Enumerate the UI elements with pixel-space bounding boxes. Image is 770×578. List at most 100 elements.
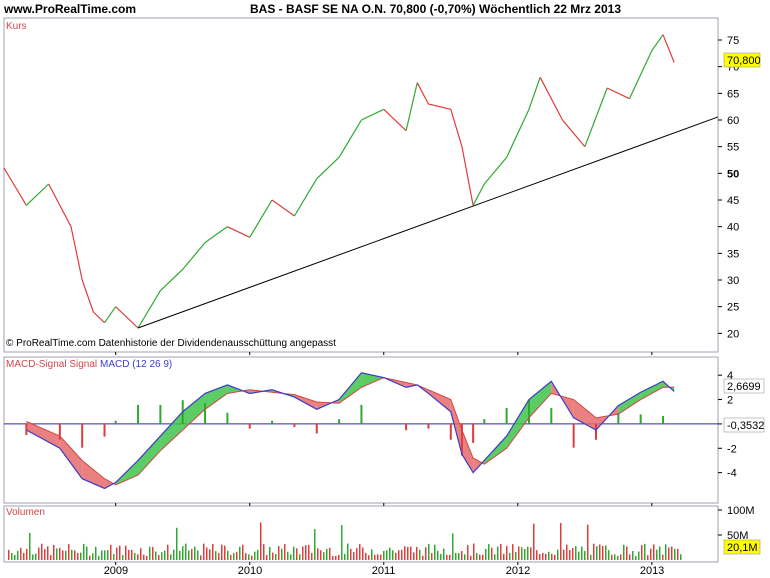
volume-bar — [113, 554, 115, 560]
volume-bar — [194, 546, 196, 560]
volume-bar — [659, 546, 661, 560]
ticker-line: BAS - BASF SE NA O.N. 70,800 (-0,70%) Wö… — [250, 2, 621, 16]
volume-bar — [362, 547, 364, 560]
price-segment — [651, 34, 664, 52]
price-tick-label: 40 — [727, 222, 739, 234]
price-segment — [662, 34, 675, 63]
volume-bar — [509, 552, 511, 560]
volume-bar — [347, 543, 349, 560]
volume-bar — [491, 547, 493, 560]
x-axis-year-label: 2013 — [640, 565, 664, 577]
volume-bar — [317, 548, 319, 560]
price-footer: © ProRealTime.com Datenhistorie der Divi… — [6, 338, 336, 349]
volume-bar — [569, 549, 571, 560]
volume-bar — [311, 552, 313, 560]
volume-bar — [173, 549, 175, 560]
volume-bar — [443, 548, 445, 560]
volume-bar — [452, 533, 454, 560]
volume-bar — [140, 548, 142, 560]
volume-bar — [44, 549, 46, 560]
price-segment — [383, 108, 407, 132]
volume-bar — [143, 554, 145, 560]
volume-bar — [332, 555, 334, 560]
macd-histogram-bar — [338, 419, 341, 424]
volume-tick-label: 50M — [727, 530, 748, 542]
volume-bar — [323, 552, 325, 560]
volume-bar — [398, 550, 400, 560]
price-segment — [25, 183, 50, 206]
volume-bar — [122, 554, 124, 560]
volume-bar — [530, 547, 532, 560]
macd-band — [104, 478, 116, 489]
macd-signal-label: MACD-Signal Signal — [6, 359, 97, 370]
price-segment — [628, 50, 653, 99]
volume-bar — [200, 555, 202, 560]
price-tick-label: 35 — [727, 248, 739, 260]
macd-band — [618, 392, 641, 415]
volume-bar — [74, 550, 76, 560]
volume-bar — [77, 553, 79, 560]
price-series — [3, 34, 719, 329]
volume-bar — [179, 550, 181, 560]
volume-bar — [83, 543, 85, 560]
volume-bar — [641, 545, 643, 560]
volume-bar — [14, 555, 16, 560]
volume-value-box — [723, 539, 761, 555]
volume-bar — [155, 551, 157, 560]
macd-band — [428, 389, 451, 412]
volume-bar — [89, 555, 91, 560]
volume-bar — [104, 550, 106, 560]
macd-histogram-bar — [103, 423, 106, 437]
macd-band — [182, 393, 206, 430]
x-axis-year-label: 2010 — [238, 565, 262, 577]
volume-bar — [671, 546, 673, 560]
volume-bar — [560, 522, 562, 560]
volume-bar — [368, 555, 370, 560]
volume-bar — [80, 552, 82, 560]
macd-histogram-bar — [315, 423, 318, 434]
volume-bar — [209, 549, 211, 560]
volume-bar — [8, 549, 10, 560]
volume-bar — [605, 545, 607, 560]
volume-bar — [188, 550, 190, 560]
volume-bar — [68, 544, 70, 560]
volume-bar — [545, 553, 547, 560]
macd-band — [138, 436, 161, 476]
volume-bar — [437, 550, 439, 560]
price-tick-label: 60 — [727, 115, 739, 127]
macd-histogram-bar — [25, 423, 28, 435]
volume-bar — [128, 549, 130, 560]
volume-bar — [263, 544, 265, 560]
macd-band — [506, 399, 529, 449]
price-segment — [483, 156, 508, 185]
volume-bar — [137, 554, 139, 560]
price-segment — [461, 146, 474, 206]
volume-bar — [23, 553, 25, 560]
macd-band — [484, 436, 507, 465]
volume-bar — [251, 555, 253, 560]
volume-bar — [236, 551, 238, 560]
volume-bar — [359, 544, 361, 560]
volume-bar — [482, 554, 484, 560]
price-segment — [249, 199, 273, 238]
price-segment — [528, 77, 541, 110]
volume-bar — [410, 546, 412, 560]
price-tick-label: 55 — [727, 142, 739, 154]
volume-bar — [551, 553, 553, 560]
volume-bar — [461, 551, 463, 560]
macd-tick-label: -4 — [727, 468, 737, 480]
volume-bar — [248, 554, 250, 560]
volume-bar — [389, 547, 391, 560]
volume-bar — [20, 547, 22, 560]
volume-bar — [584, 551, 586, 560]
volume-bar — [656, 549, 658, 560]
macd-band — [160, 411, 183, 451]
trend-line — [137, 116, 719, 329]
volume-bar — [527, 546, 529, 560]
volume-bar — [110, 544, 112, 560]
volume-bar — [512, 544, 514, 560]
volume-bar — [161, 552, 163, 560]
volume-bar — [635, 555, 637, 560]
volume-bar — [677, 548, 679, 560]
